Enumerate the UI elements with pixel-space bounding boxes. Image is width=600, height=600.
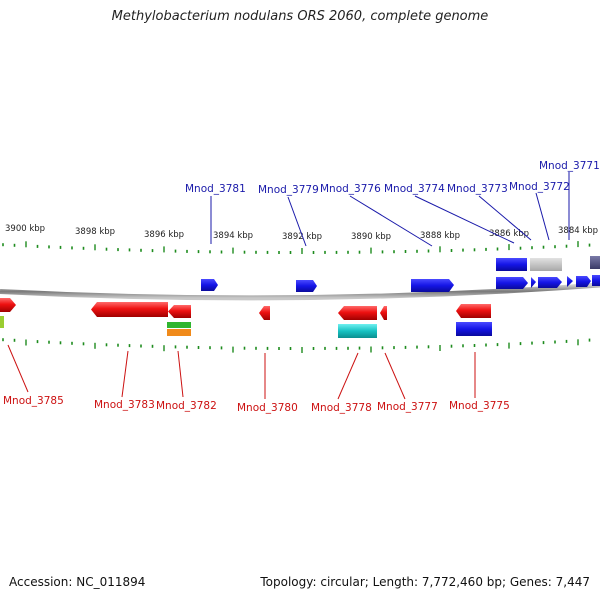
gene-label-mnod-3772: Mnod_3772 [509,181,570,193]
partial-feature-block [0,316,4,328]
kbp-label-3886: 3886 kbp [489,229,529,239]
feature-block [590,256,600,269]
forward-gene-arrow [567,276,573,287]
leader-line [414,195,515,244]
gene-label-mnod-3771: Mnod_3771 [539,160,600,172]
accession-text: Accession: NC_011894 [9,575,146,589]
forward-gene-arrow [576,276,591,287]
leader-line [535,192,550,241]
reverse-gene-arrow [0,298,16,312]
forward-gene-arrow [496,277,528,289]
gene-label-mnod-3782: Mnod_3782 [156,400,217,412]
kbp-label-3896: 3896 kbp [144,230,184,240]
genome-backbone [0,282,600,301]
genome-title: Methylobacterium nodulans ORS 2060, comp… [111,9,489,24]
top-scale-ticks [2,241,591,254]
top-scale: 3900 kbp 3898 kbp 3896 kbp 3894 kbp 3892… [2,224,598,254]
leader-line [384,352,406,400]
forward-strand-genes [201,256,600,292]
feature-block-blue [456,322,492,336]
forward-gene-arrow [411,279,454,292]
kbp-label-3892: 3892 kbp [282,232,322,242]
feature-block-orange [167,329,191,336]
pseudogene-block [530,258,562,271]
gene-label-mnod-3775: Mnod_3775 [449,400,510,412]
gene-label-mnod-3781: Mnod_3781 [185,183,246,195]
forward-gene-arrow [531,277,536,288]
gene-label-mnod-3785: Mnod_3785 [3,395,64,407]
leader-line [478,195,532,241]
forward-gene-arrow [538,277,562,288]
gene-label-mnod-3776: Mnod_3776 [320,183,381,195]
leader-line [7,344,29,393]
forward-gene-arrow [592,275,600,286]
leader-line [287,196,307,247]
forward-gene-arrow [201,279,218,291]
bottom-scale-ticks [2,338,591,353]
kbp-label-3888: 3888 kbp [420,231,460,241]
reverse-gene-arrow [456,304,491,318]
reverse-gene-arrow [91,302,168,317]
kbp-label-3884: 3884 kbp [558,226,598,236]
bottom-gene-labels: Mnod_3785 Mnod_3783 Mnod_3782 Mnod_3780 … [3,344,510,414]
leader-line [337,352,359,400]
genome-info-text: Topology: circular; Length: 7,772,460 bp… [260,575,590,589]
gene-label-mnod-3777: Mnod_3777 [377,401,438,413]
gene-label-mnod-3779: Mnod_3779 [258,184,319,196]
kbp-label-3894: 3894 kbp [213,231,253,241]
leader-line [121,350,129,398]
gene-label-mnod-3773: Mnod_3773 [447,183,508,195]
reverse-gene-arrow [338,306,377,320]
top-gene-labels: Mnod_3781 Mnod_3779 Mnod_3776 Mnod_3774 … [185,160,600,247]
kbp-label-3890: 3890 kbp [351,232,391,242]
reverse-strand-genes [0,298,492,338]
gene-label-mnod-3774: Mnod_3774 [384,183,445,195]
reverse-gene-arrow [259,306,270,320]
reverse-gene-arrow [380,306,387,320]
leader-line [349,195,433,247]
reverse-gene-arrow [168,305,191,318]
gene-label-mnod-3778: Mnod_3778 [311,402,372,414]
feature-block-cyan [338,324,377,338]
gene-label-mnod-3780: Mnod_3780 [237,402,298,414]
forward-gene-block [496,258,527,271]
forward-gene-arrow [296,280,317,292]
kbp-label-3900: 3900 kbp [5,224,45,234]
leader-line [177,350,184,398]
kbp-label-3898: 3898 kbp [75,227,115,237]
gene-label-mnod-3783: Mnod_3783 [94,399,155,411]
feature-block-green [167,322,191,328]
